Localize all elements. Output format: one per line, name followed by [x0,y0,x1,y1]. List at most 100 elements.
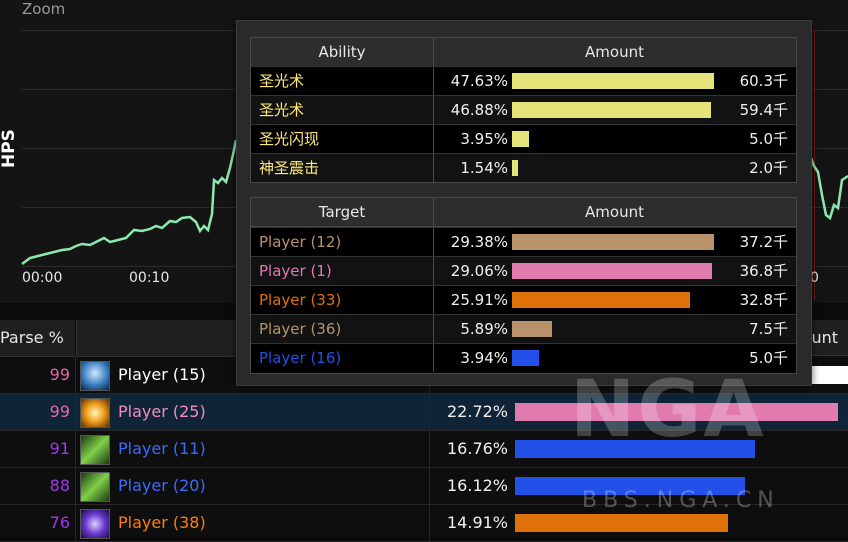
amount-value: 7.5千 [749,320,788,338]
ability-row[interactable]: 神圣震击 1.54% 2.0千 [251,153,796,182]
cell-divider [75,505,76,541]
player-name[interactable]: Player (38) [118,513,206,532]
cell-divider [429,505,430,541]
amount-bar [515,477,745,495]
nature-claw-icon [80,472,110,502]
table-row[interactable]: 88 Player (20) 16.12% [0,468,848,505]
player-name[interactable]: Player (25) [118,402,206,421]
percent-value: 47.63% [450,72,508,90]
column-divider [433,257,434,285]
percent-value: 16.12% [447,476,509,495]
amount-bar [512,102,711,118]
percent-value: 3.95% [460,130,508,148]
parse-header-label: Parse % [0,328,64,347]
target-row[interactable]: Player (16) 3.94% 5.0千 [251,343,796,372]
amount-value: 36.8千 [739,262,788,280]
amount-value: 5.0千 [749,130,788,148]
percent-value: 25.91% [450,291,508,309]
amount-value: 59.4千 [739,101,788,119]
percent-value: 22.72% [447,402,509,421]
target-amount-col-header: Amount [585,203,644,221]
target-row[interactable]: Player (33) 25.91% 32.8千 [251,285,796,314]
column-divider [433,67,434,95]
ability-name: 圣光术 [259,72,305,90]
target-name: Player (33) [259,291,342,309]
amount-value: 32.8千 [739,291,788,309]
hps-line-plot [21,139,848,265]
cell-divider [75,431,76,467]
player-name[interactable]: Player (20) [118,476,206,495]
x-tick-0: 00:00 [22,270,63,286]
column-divider [433,228,434,256]
holy-burst-icon [80,398,110,428]
amount-bar [515,440,755,458]
target-row[interactable]: Player (36) 5.89% 7.5千 [251,314,796,343]
parse-value: 91 [49,439,70,458]
column-divider [433,286,434,314]
target-name: Player (12) [259,233,342,251]
ability-name: 圣光术 [259,101,305,119]
percent-value: 46.88% [450,101,508,119]
shadow-orb-icon [80,509,110,539]
amount-col-header: Amount [585,43,644,61]
ability-name: 圣光闪现 [259,130,320,148]
column-divider [433,344,434,372]
percent-value: 14.91% [447,513,509,532]
target-row[interactable]: Player (12) 29.38% 37.2千 [251,227,796,256]
amount-value: 37.2千 [739,233,788,251]
percent-value: 16.76% [447,439,509,458]
amount-bar [512,131,529,147]
nature-claw-icon [80,435,110,465]
column-divider [433,96,434,124]
target-name: Player (16) [259,349,342,367]
percent-value: 29.06% [450,262,508,280]
ability-row[interactable]: 圣光术 47.63% 60.3千 [251,66,796,95]
cell-divider [429,394,430,430]
ability-row[interactable]: 圣光术 46.88% 59.4千 [251,95,796,124]
table-row[interactable]: 76 Player (38) 14.91% [0,505,848,542]
ability-name: 神圣震击 [259,159,320,177]
cell-divider [75,394,76,430]
amount-value: 5.0千 [749,349,788,367]
amount-value: 2.0千 [749,159,788,177]
parse-value: 99 [49,402,70,421]
target-name: Player (1) [259,262,332,280]
ability-col-header: Ability [318,43,366,61]
percent-value: 29.38% [450,233,508,251]
percent-value: 3.94% [460,349,508,367]
amount-bar [512,160,518,176]
amount-bar [512,73,714,89]
frost-spirit-icon [80,361,110,391]
column-divider [433,315,434,343]
nga-watermark-url: BBS.NGA.CN [582,488,780,513]
x-tick-2: 0 [810,270,819,286]
amount-bar [512,350,539,366]
amount-bar [512,263,712,279]
target-table-header [251,198,796,227]
cell-divider [429,431,430,467]
amount-bar [515,514,728,532]
player-name[interactable]: Player (11) [118,439,206,458]
parse-header[interactable]: Parse % [0,320,75,357]
column-divider [433,154,434,182]
table-row[interactable]: 91 Player (11) 16.76% [0,431,848,468]
table-row[interactable]: 99 Player (25) 22.72% [0,394,848,431]
cell-divider [75,468,76,504]
target-col-header: Target [318,203,366,221]
table-row[interactable]: 99 Player (15) [0,357,848,394]
amount-value: 60.3千 [739,72,788,90]
amount-bar [512,321,552,337]
target-row[interactable]: Player (1) 29.06% 36.8千 [251,256,796,285]
target-name: Player (36) [259,320,342,338]
percent-value: 1.54% [460,159,508,177]
amount-bar [515,403,838,421]
parse-value: 76 [49,513,70,532]
ability-row[interactable]: 圣光闪现 3.95% 5.0千 [251,124,796,153]
x-tick-1: 00:10 [129,270,170,286]
player-name[interactable]: Player (15) [118,365,206,384]
zoom-label[interactable]: Zoom [22,0,66,18]
amount-bar [512,292,690,308]
cell-divider [429,468,430,504]
column-divider [433,125,434,153]
cell-divider [75,357,76,393]
